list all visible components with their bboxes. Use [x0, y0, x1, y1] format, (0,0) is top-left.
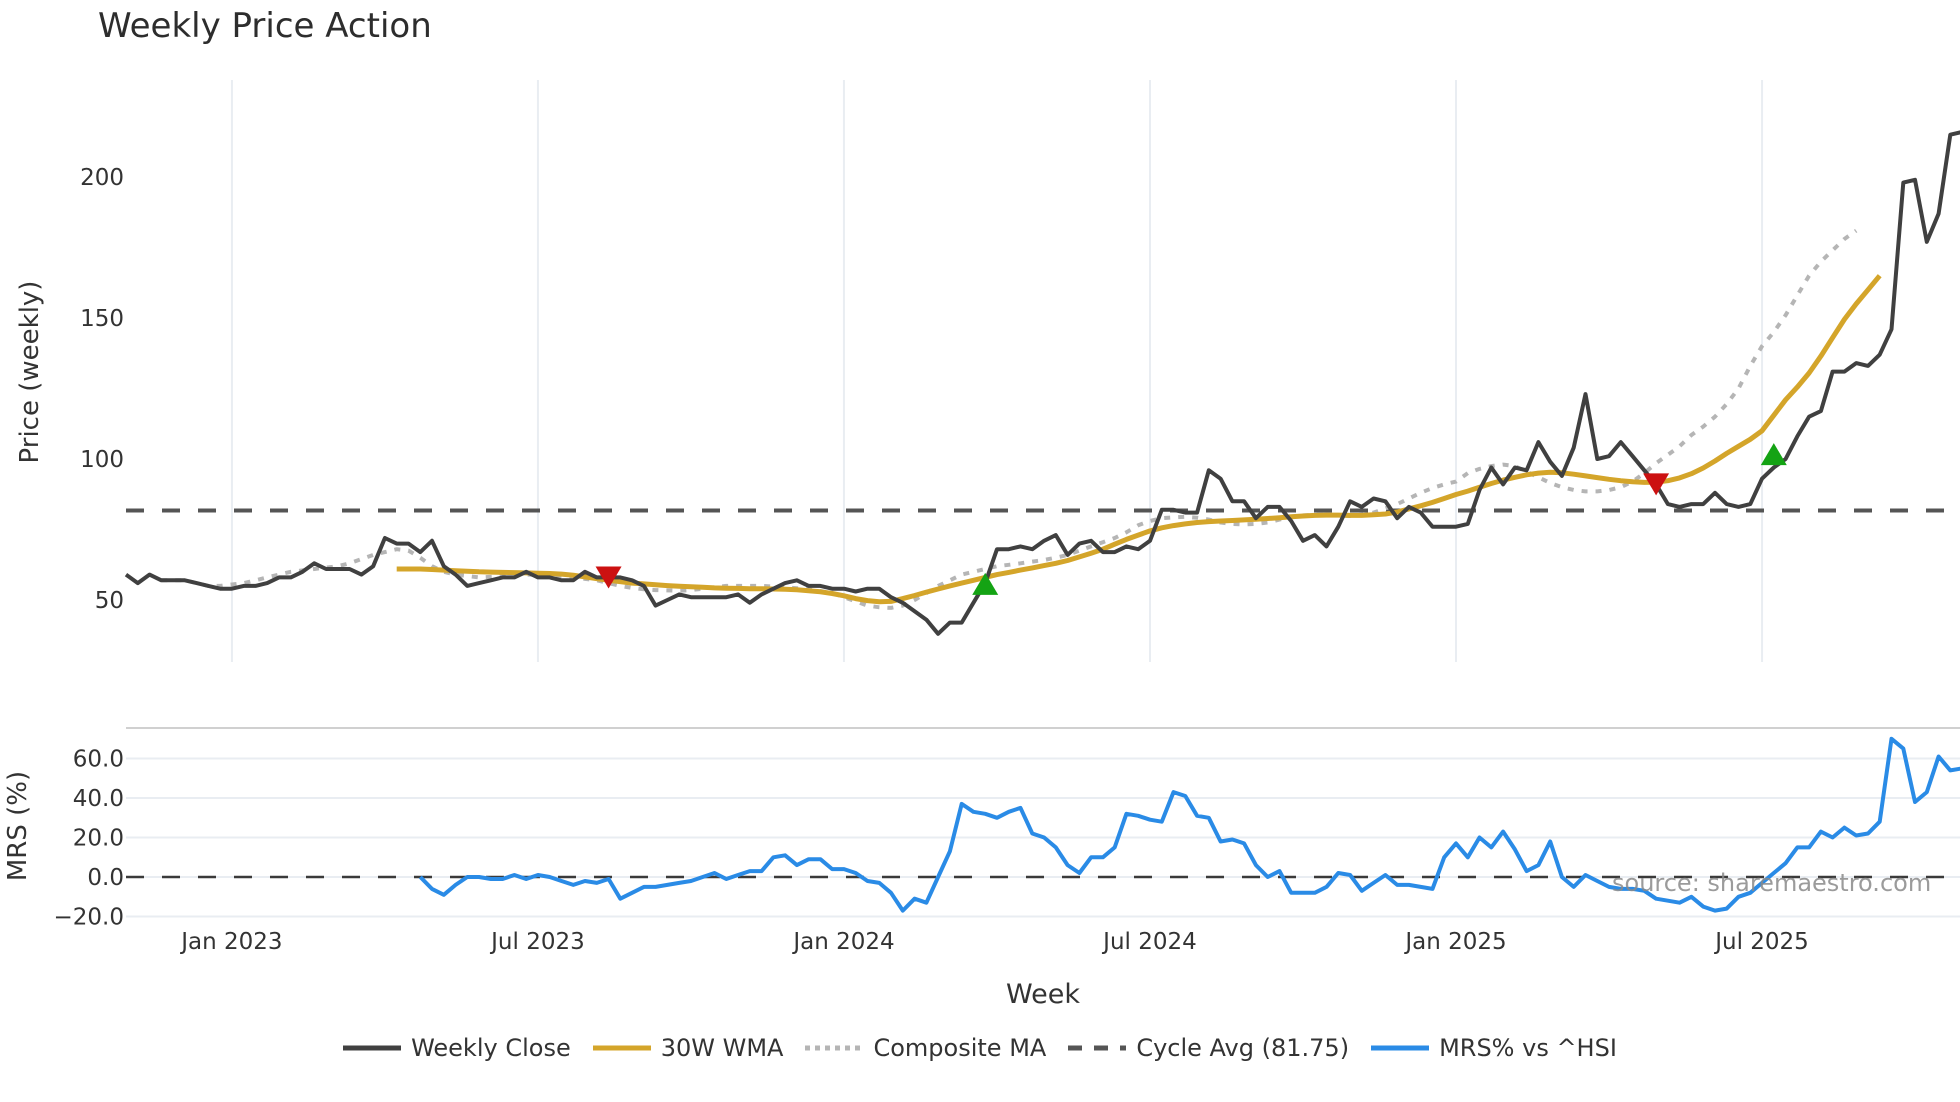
sell-signal-icon [595, 566, 622, 589]
chart-canvas: 50 100 150 200 −20.0 0.0 20.0 40.0 60.0 Jan 202… [3, 80, 1960, 1010]
x-tick-label: Jul 2023 [489, 929, 585, 955]
legend-label: MRS% vs ^HSI [1439, 1034, 1617, 1062]
price-y-axis-ticks: 50 100 150 200 [80, 165, 124, 614]
mrs-swatch-icon [1371, 1045, 1430, 1051]
mrs-y-axis-ticks: −20.0 0.0 20.0 40.0 60.0 [54, 747, 124, 931]
wma-30w-line [396, 274, 1882, 605]
mrs-y-tick-label: 20.0 [73, 826, 124, 852]
x-axis-label: Week [1006, 979, 1080, 1010]
composite-ma-line [161, 228, 1858, 610]
legend-item-wma[interactable]: 30W WMA [592, 1034, 784, 1062]
close-swatch-icon [343, 1045, 402, 1051]
legend-item-mrs[interactable]: MRS% vs ^HSI [1371, 1034, 1617, 1062]
mrs-y-axis-label: MRS (%) [3, 771, 33, 881]
chart-legend: Weekly Close 30W WMA Composite MA Cycle Avg… [0, 1034, 1960, 1062]
price-y-tick-label: 50 [95, 588, 124, 614]
sell-signal-icon [1643, 473, 1670, 496]
x-tick-label: Jul 2025 [1713, 929, 1809, 955]
legend-item-close[interactable]: Weekly Close [343, 1034, 571, 1062]
wma-swatch-icon [592, 1045, 651, 1051]
mrs-y-tick-label: 60.0 [73, 747, 124, 773]
mrs-line [418, 736, 1960, 913]
buy-signal-icon [1760, 443, 1787, 466]
price-series [124, 130, 1960, 636]
legend-label: Weekly Close [411, 1034, 571, 1062]
mrs-y-tick-label: 40.0 [73, 786, 124, 812]
legend-label: 30W WMA [660, 1034, 784, 1062]
mrs-y-tick-label: 0.0 [87, 865, 124, 891]
price-panel-gridlines [230, 80, 1764, 662]
buy-signal-icon [972, 572, 999, 595]
mrs-y-tick-label: −20.0 [54, 905, 124, 931]
composite-swatch-icon [805, 1045, 864, 1051]
price-y-tick-label: 200 [80, 165, 124, 191]
price-y-tick-label: 150 [80, 306, 124, 332]
legend-label: Composite MA [873, 1034, 1047, 1062]
legend-label: Cycle Avg (81.75) [1136, 1034, 1350, 1062]
chart-title: Weekly Price Action [98, 6, 432, 46]
legend-item-composite[interactable]: Composite MA [805, 1034, 1046, 1062]
legend-item-cycle[interactable]: Cycle Avg (81.75) [1068, 1034, 1349, 1062]
x-tick-label: Jan 2023 [179, 929, 282, 955]
signal-markers [595, 443, 1787, 595]
source-watermark: source: sharemaestro.com [1612, 869, 1931, 897]
x-axis-ticks: Jan 2023 Jul 2023 Jan 2024 Jul 2024 Jan 2025… [179, 929, 1809, 955]
x-tick-label: Jan 2024 [791, 929, 894, 955]
x-tick-label: Jul 2024 [1101, 929, 1197, 955]
price-y-axis-label: Price (weekly) [15, 281, 45, 464]
cycle-swatch-icon [1068, 1045, 1127, 1051]
price-y-tick-label: 100 [80, 447, 124, 473]
x-tick-label: Jan 2025 [1403, 929, 1506, 955]
mrs-series [126, 736, 1960, 913]
weekly-close-line [124, 130, 1960, 636]
